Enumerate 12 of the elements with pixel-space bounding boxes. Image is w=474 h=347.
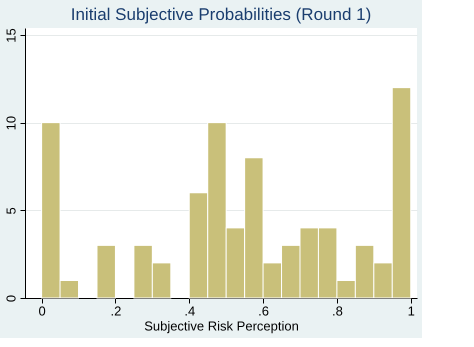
x-tick-label: .2 [110, 304, 122, 318]
x-tick-label: .8 [332, 304, 343, 318]
y-tick-label: 10 [4, 116, 18, 130]
y-tick-label: 5 [4, 207, 18, 214]
chart-title: Initial Subjective Probabilities (Round 1) [70, 4, 372, 24]
x-axis-title: Subjective Risk Perception [144, 318, 299, 334]
x-tick-label: .4 [184, 304, 196, 318]
y-tick-label: 0 [4, 294, 18, 302]
y-tick-label: 15 [4, 28, 18, 43]
x-tick-label: 1 [408, 304, 415, 318]
x-tick-label: 0 [38, 304, 46, 318]
x-tick-label: .6 [258, 304, 269, 318]
